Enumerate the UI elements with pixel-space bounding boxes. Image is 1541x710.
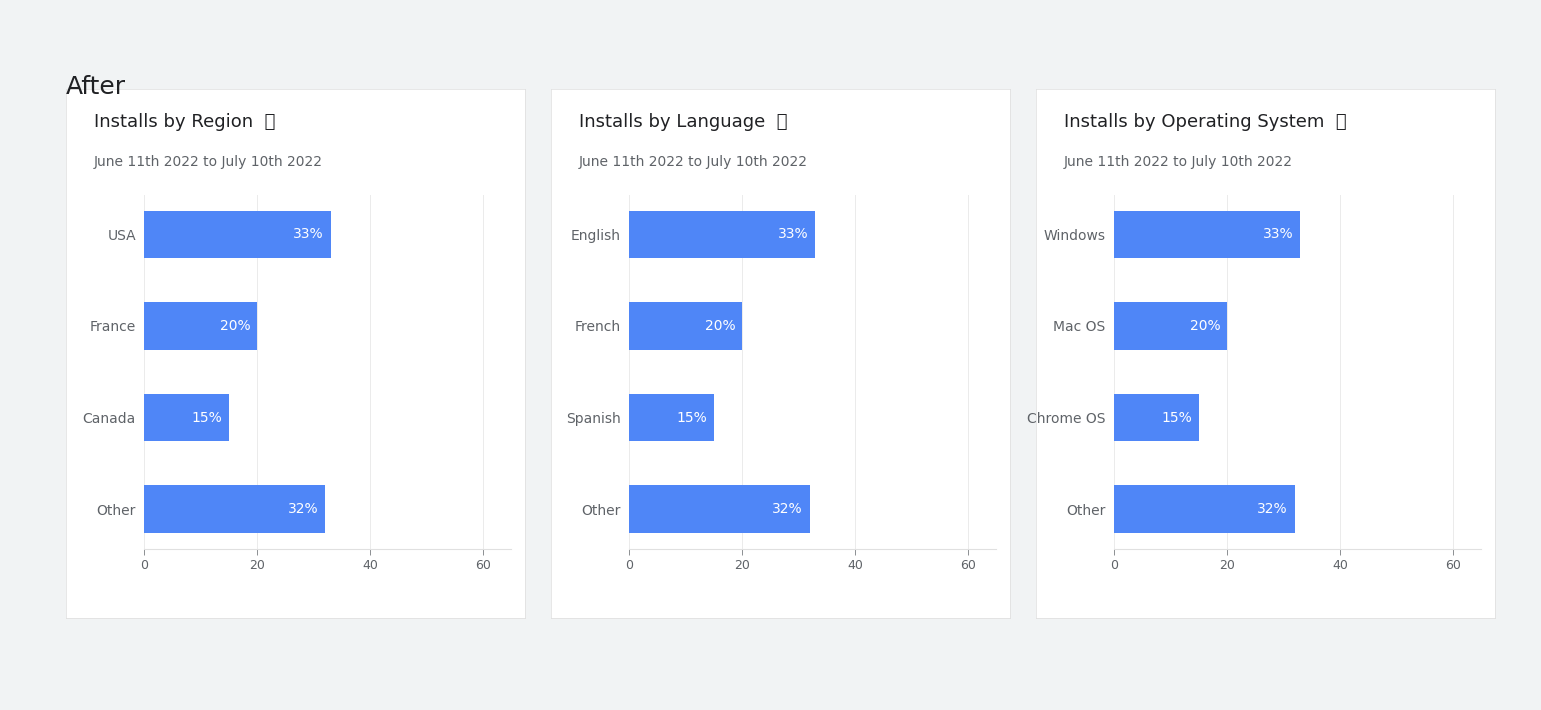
Bar [1114, 485, 1294, 532]
Bar [629, 211, 815, 258]
Text: 32%: 32% [1257, 502, 1288, 516]
Bar [145, 302, 257, 350]
Text: 33%: 33% [778, 227, 809, 241]
Bar [145, 485, 325, 532]
Text: 15%: 15% [1162, 410, 1191, 425]
Text: After: After [66, 75, 126, 99]
Text: 32%: 32% [772, 502, 803, 516]
Text: 20%: 20% [704, 319, 735, 333]
Text: 33%: 33% [1264, 227, 1293, 241]
Text: 15%: 15% [676, 410, 707, 425]
Bar [629, 302, 743, 350]
Text: June 11th 2022 to July 10th 2022: June 11th 2022 to July 10th 2022 [94, 155, 322, 169]
Text: Installs by Language  ⓘ: Installs by Language ⓘ [579, 113, 787, 131]
Bar [1114, 394, 1199, 442]
Text: 32%: 32% [288, 502, 317, 516]
Bar [1114, 211, 1301, 258]
Bar [145, 211, 331, 258]
Text: 33%: 33% [293, 227, 324, 241]
Text: June 11th 2022 to July 10th 2022: June 11th 2022 to July 10th 2022 [1063, 155, 1293, 169]
Bar [1114, 302, 1227, 350]
Bar [145, 394, 230, 442]
Text: June 11th 2022 to July 10th 2022: June 11th 2022 to July 10th 2022 [579, 155, 807, 169]
Text: 15%: 15% [191, 410, 222, 425]
Text: 20%: 20% [1190, 319, 1220, 333]
Text: 20%: 20% [220, 319, 250, 333]
Text: Installs by Operating System  ⓘ: Installs by Operating System ⓘ [1063, 113, 1347, 131]
Bar [629, 485, 811, 532]
Text: Installs by Region  ⓘ: Installs by Region ⓘ [94, 113, 276, 131]
Bar [629, 394, 713, 442]
